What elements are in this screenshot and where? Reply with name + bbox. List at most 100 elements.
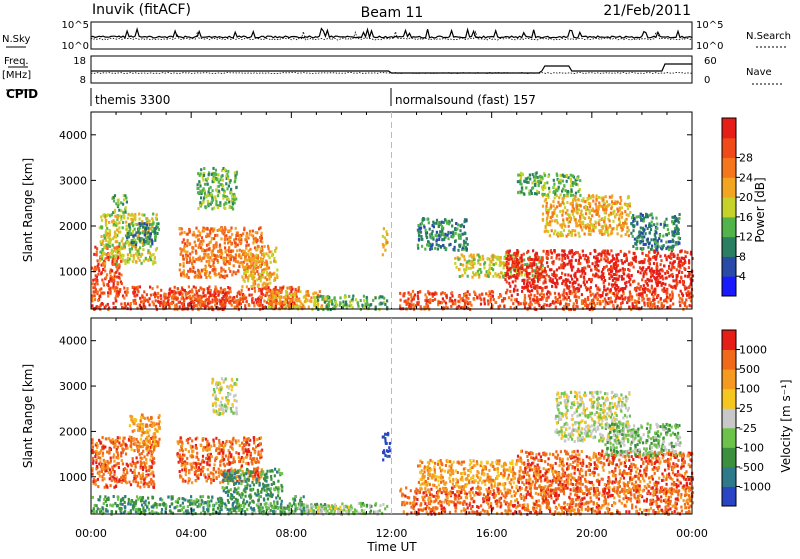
- heatmap-cell-13: [477, 261, 479, 264]
- heatmap-cell-16: [660, 239, 662, 242]
- heatmap-cell-15: [598, 208, 600, 211]
- heatmap-cell-14: [537, 286, 539, 289]
- heatmap-cell-18: [425, 229, 427, 232]
- heatmap-cell-9: [267, 298, 269, 301]
- heatmap-cell-8: [270, 261, 272, 264]
- heatmap-cell-15: [588, 202, 590, 205]
- heatmap-cell-12: [598, 294, 600, 297]
- heatmap-cell-16: [647, 246, 649, 249]
- heatmap-cell-14: [564, 253, 566, 256]
- heatmap-cell-6: [195, 244, 197, 247]
- heatmap-cell-14: [653, 262, 655, 265]
- heatmap-cell-6: [212, 264, 214, 267]
- heatmap-cell-14: [571, 269, 573, 272]
- heatmap-cell-12: [442, 291, 444, 294]
- heatmap-cell-14: [634, 288, 636, 291]
- heatmap-cell-2: [114, 255, 116, 258]
- heatmap-cell-12: [572, 305, 574, 308]
- heatmap-cell-3: [154, 228, 156, 231]
- heatmap-cell-6: [245, 238, 247, 241]
- heatmap-cell-16: [654, 234, 656, 237]
- heatmap-cell-8: [263, 270, 265, 273]
- heatmap-cell-6: [183, 265, 185, 268]
- heatmap-cell-6: [240, 242, 242, 245]
- heatmap-cell-0: [102, 291, 104, 294]
- heatmap-cell-0: [139, 297, 141, 300]
- heatmap-cell-6: [219, 275, 221, 278]
- heatmap-cell-14: [531, 258, 533, 261]
- heatmap-cell-12: [521, 290, 523, 293]
- heatmap-cell-14: [535, 270, 537, 273]
- heatmap-cell-12: [410, 304, 412, 307]
- heatmap-cell-18: [418, 234, 420, 237]
- heatmap-cell-5: [193, 305, 195, 308]
- heatmap-cell-6: [179, 227, 181, 230]
- heatmap-cell-10: [380, 302, 382, 305]
- heatmap-cell-14: [579, 256, 581, 259]
- heatmap-cell-6: [261, 232, 263, 235]
- heatmap-cell-2: [125, 228, 127, 231]
- heatmap-cell-6: [212, 249, 214, 252]
- heatmap-cell-6: [226, 260, 228, 263]
- heatmap-cell-6: [238, 265, 240, 268]
- heatmap-cell-7: [208, 173, 210, 176]
- heatmap-cell-10: [334, 296, 336, 299]
- heatmap-cell-15: [619, 196, 621, 199]
- heatmap-cell-14: [616, 277, 618, 280]
- heatmap-cell-13: [464, 258, 466, 261]
- heatmap-cell-1: [104, 257, 106, 260]
- heatmap-cell-7: [228, 201, 230, 204]
- heatmap-cell-7: [213, 178, 215, 181]
- heatmap-cell-7: [205, 195, 207, 198]
- heatmap-cell-14: [668, 275, 670, 278]
- heatmap-cell-15: [622, 228, 624, 231]
- heatmap-cell-15: [579, 223, 581, 226]
- heatmap-cell-2: [134, 223, 136, 226]
- heatmap-cell-14: [509, 250, 511, 253]
- heatmap-cell-16: [636, 215, 638, 218]
- heatmap-cell-13: [464, 271, 466, 274]
- heatmap-cell-6: [184, 242, 186, 245]
- heatmap-cell-9: [287, 297, 289, 300]
- heatmap-cell-10: [335, 301, 337, 304]
- heatmap-cell-17: [562, 180, 564, 183]
- heatmap-cell-15: [629, 202, 631, 205]
- heatmap-cell-12: [620, 305, 622, 308]
- heatmap-cell-18: [434, 247, 436, 250]
- heatmap-cell-14: [521, 259, 523, 262]
- heatmap-cell-14: [642, 261, 644, 264]
- heatmap-cell-12: [413, 303, 415, 306]
- heatmap-cell-14: [662, 278, 664, 281]
- beam-title: Beam 11: [361, 5, 424, 21]
- heatmap-cell-6: [213, 261, 215, 264]
- heatmap-cell-15: [585, 227, 587, 230]
- heatmap-cell-14: [656, 284, 658, 287]
- heatmap-cell-3: [155, 234, 157, 237]
- heatmap-cell-5: [185, 293, 187, 296]
- heatmap-cell-12: [613, 305, 615, 308]
- heatmap-cell-6: [191, 246, 193, 249]
- heatmap-cell-14: [678, 261, 680, 264]
- heatmap-cell-16: [641, 218, 643, 221]
- heatmap-cell-18: [448, 237, 450, 240]
- heatmap-cell-0: [248, 304, 250, 307]
- heatmap-cell-13: [492, 268, 494, 271]
- heatmap-cell-5: [197, 297, 199, 300]
- heatmap-cell-6: [195, 258, 197, 261]
- heatmap-cell-12: [663, 299, 665, 302]
- heatmap-cell-15: [627, 196, 629, 199]
- nsearch-trace: [91, 32, 692, 40]
- heatmap-cell-13: [495, 256, 497, 259]
- heatmap-cell-14: [587, 265, 589, 268]
- heatmap-cell-9: [295, 299, 297, 302]
- heatmap-cell-12: [541, 292, 543, 295]
- heatmap-cell-3: [133, 241, 135, 244]
- heatmap-cell-14: [664, 272, 666, 275]
- heatmap-cell-6: [231, 233, 233, 236]
- heatmap-cell-6: [213, 268, 215, 271]
- heatmap-cell-7: [230, 188, 232, 191]
- heatmap-cell-17: [531, 187, 533, 190]
- heatmap-cell-2: [106, 214, 108, 217]
- heatmap-cell-14: [608, 283, 610, 286]
- heatmap-cell-12: [555, 306, 557, 309]
